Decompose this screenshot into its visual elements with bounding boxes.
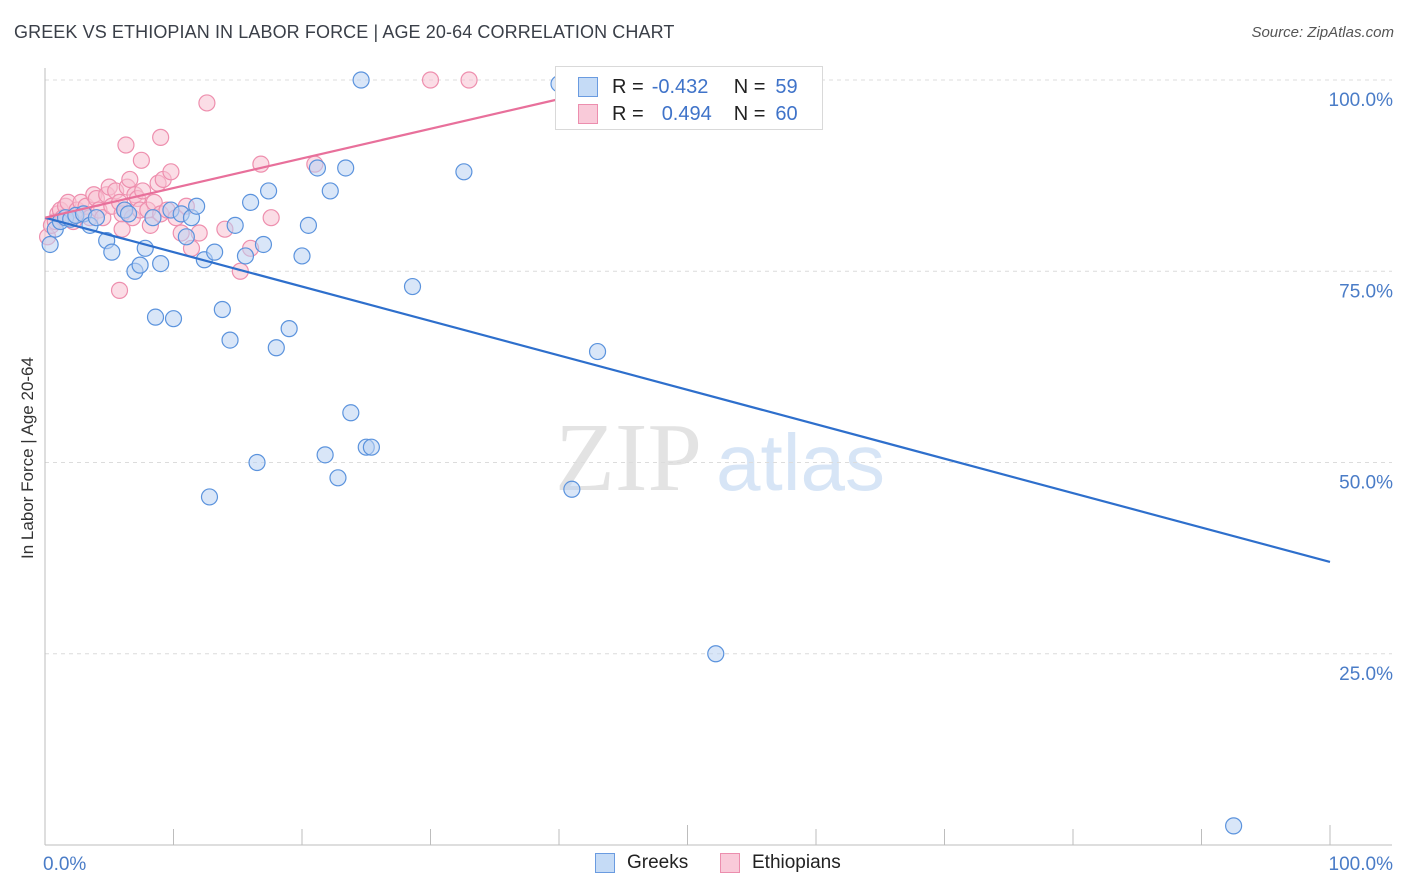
- series-ethiopians: [38, 71, 478, 299]
- y-tick-label: 50.0%: [1339, 473, 1393, 494]
- greeks-point: [226, 216, 244, 234]
- legend-n-label: N =: [733, 102, 766, 125]
- legend-row-greeks: R = -0.432 N = 59: [578, 74, 798, 100]
- greeks-point: [362, 438, 380, 456]
- series-legend-greeks[interactable]: Greeks: [595, 852, 688, 874]
- greeks-point: [254, 235, 273, 254]
- greeks-point: [119, 205, 138, 223]
- greeks-point: [403, 277, 422, 296]
- greeks-point: [146, 308, 165, 326]
- greeks-point: [164, 310, 183, 328]
- greeks-point: [588, 342, 607, 361]
- ethiopians-point: [113, 220, 131, 238]
- greeks-point: [221, 331, 239, 349]
- watermark-zip: ZIP: [555, 404, 702, 512]
- legend-n-label: N =: [733, 75, 766, 98]
- legend-r-label: R =: [612, 75, 644, 98]
- ethiopians-point: [460, 71, 478, 89]
- greeks-point: [41, 235, 59, 254]
- greeks-point: [1225, 817, 1243, 835]
- greeks-point: [131, 256, 149, 274]
- ethiopians-point: [421, 71, 440, 89]
- legend-row-ethiopians: R = 0.494 N = 60: [578, 101, 798, 127]
- greeks-point: [316, 446, 334, 464]
- x-tick-label: 0.0%: [43, 854, 86, 875]
- ethiopians-point: [198, 94, 216, 112]
- source-label: Source: ZipAtlas.com: [1251, 24, 1394, 41]
- legend-r-label: R =: [612, 102, 644, 125]
- legend-n-value: 59: [775, 75, 798, 98]
- legend-swatch-ethiopians: [578, 104, 598, 124]
- ethiopians-point: [110, 281, 129, 299]
- ethiopians-label: Ethiopians: [752, 852, 841, 873]
- greeks-label: Greeks: [627, 852, 689, 873]
- ethiopians-point: [262, 209, 280, 227]
- ethiopians-swatch: [720, 853, 740, 873]
- greeks-point: [200, 488, 219, 506]
- greeks-point: [299, 216, 318, 234]
- series-legend-ethiopians[interactable]: Ethiopians: [720, 852, 841, 874]
- series-legend: Greeks Ethiopians: [0, 852, 1406, 878]
- correlation-legend: R = -0.432 N = 59 R = 0.494 N = 60: [555, 66, 823, 130]
- greeks-point: [267, 339, 285, 357]
- trend-lines: [44, 98, 1331, 564]
- data-points: [38, 71, 1243, 835]
- greeks-point: [455, 163, 473, 181]
- y-tick-label: 75.0%: [1339, 281, 1393, 302]
- ethiopians-point: [152, 128, 170, 146]
- greeks-point: [188, 197, 206, 215]
- watermark: ZIP atlas: [555, 404, 885, 512]
- greeks-point: [213, 300, 231, 319]
- legend-n-value: 60: [775, 102, 798, 125]
- y-tick-label: 100.0%: [1329, 90, 1394, 111]
- greeks-point: [321, 182, 339, 200]
- chart-title: GREEK VS ETHIOPIAN IN LABOR FORCE | AGE …: [14, 22, 675, 42]
- greeks-point: [707, 645, 725, 663]
- greeks-point: [152, 255, 170, 273]
- ethiopians-point: [121, 170, 139, 189]
- greeks-point: [103, 243, 121, 261]
- ethiopians-trend-line: [44, 98, 560, 219]
- greeks-point: [248, 453, 266, 472]
- tick-labels: 25.0% 50.0% 75.0% 100.0% 0.0% 100.0%: [43, 90, 1393, 875]
- x-tick-label: 100.0%: [1329, 854, 1394, 875]
- greeks-point: [242, 193, 260, 211]
- legend-r-value: 0.494: [661, 102, 712, 125]
- ethiopians-point: [117, 136, 135, 154]
- grid-lines: [45, 79, 1392, 655]
- greeks-point: [87, 209, 106, 227]
- greeks-point: [259, 182, 278, 200]
- greeks-point: [280, 320, 298, 338]
- greeks-point: [206, 243, 224, 261]
- greeks-point: [236, 247, 255, 265]
- axes: [44, 68, 1392, 846]
- legend-swatch-greeks: [578, 77, 598, 97]
- greeks-point: [144, 209, 162, 227]
- ethiopians-point: [132, 151, 150, 169]
- ethiopians-point: [162, 163, 180, 181]
- greeks-point: [293, 247, 311, 265]
- greeks-point: [329, 469, 347, 487]
- greeks-point: [563, 480, 581, 498]
- greeks-point: [337, 159, 355, 177]
- greeks-swatch: [595, 853, 615, 873]
- greeks-point: [342, 404, 360, 422]
- greeks-point: [352, 71, 370, 89]
- y-tick-label: 25.0%: [1339, 664, 1393, 685]
- greeks-point: [308, 159, 327, 177]
- greeks-trend-line: [44, 216, 1331, 564]
- legend-r-value: -0.432: [651, 75, 709, 98]
- greeks-point: [177, 228, 195, 246]
